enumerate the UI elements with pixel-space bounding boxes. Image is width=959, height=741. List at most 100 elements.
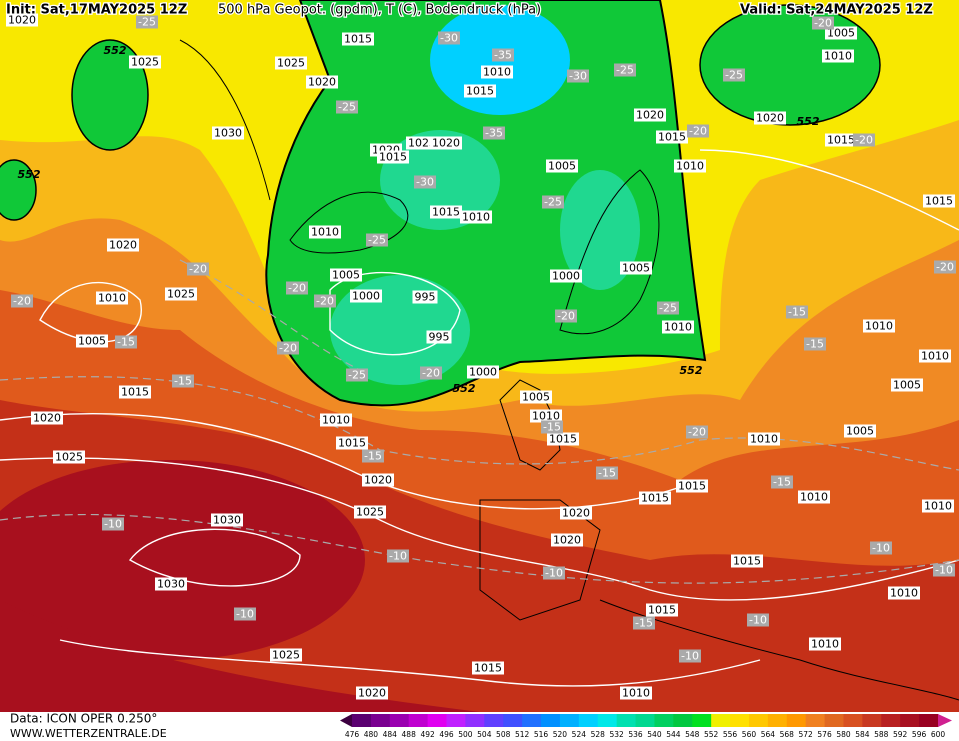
isobar-label: 1020 xyxy=(756,112,784,125)
label-box xyxy=(662,320,694,334)
label-box xyxy=(634,108,666,122)
isobar-label: 1010 xyxy=(924,500,952,513)
isobar-label: 1005 xyxy=(78,335,106,348)
label-box xyxy=(472,661,504,675)
label-box xyxy=(438,31,460,45)
temperature-label: -15 xyxy=(364,450,382,463)
scale-label: 560 xyxy=(742,730,757,739)
website: WWW.WETTERZENTRALE.DE xyxy=(10,727,167,740)
scale-cell xyxy=(522,714,542,727)
label-box xyxy=(687,124,709,138)
scale-cell xyxy=(862,714,882,727)
label-box xyxy=(115,335,137,349)
label-box xyxy=(467,365,499,379)
label-box xyxy=(809,637,841,651)
temperature-label: -10 xyxy=(935,564,953,577)
scale-cell xyxy=(597,714,618,727)
scale-label: 592 xyxy=(893,730,908,739)
isobar-label: 1010 xyxy=(98,292,126,305)
temperature-label: -15 xyxy=(543,421,561,434)
label-box xyxy=(922,499,954,513)
scale-cell xyxy=(919,714,939,727)
label-box xyxy=(483,126,505,140)
label-box xyxy=(863,319,895,333)
label-box xyxy=(812,16,834,30)
label-box xyxy=(460,210,492,224)
isobar-label: 1025 xyxy=(167,288,195,301)
isobar-label: 1015 xyxy=(648,604,676,617)
scale-cell xyxy=(711,714,731,727)
temperature-label: -20 xyxy=(855,134,873,147)
isobar-label: 1010 xyxy=(890,587,918,600)
label-box xyxy=(155,577,187,591)
scale-arrow xyxy=(938,714,952,727)
isobar-label: 1015 xyxy=(338,437,366,450)
map-title: 500 hPa Geopot. (gpdm), T (C), Bodendruc… xyxy=(218,3,541,18)
temperature-label: -10 xyxy=(104,518,122,531)
isobar-label: 1015 xyxy=(379,151,407,164)
height-label: 552 xyxy=(104,44,127,57)
scale-cell xyxy=(408,714,429,727)
scale-label: 520 xyxy=(553,730,568,739)
temperature-label: -20 xyxy=(189,263,207,276)
data-source: Data: ICON OPER 0.250° xyxy=(10,712,157,726)
isobar-label: 1010 xyxy=(800,491,828,504)
isobar-label: 1015 xyxy=(658,131,686,144)
scale-cell xyxy=(427,714,448,727)
label-box xyxy=(136,15,158,29)
label-box xyxy=(771,475,793,489)
isobar-label: 1015 xyxy=(474,662,502,675)
temperature-label: -30 xyxy=(440,32,458,45)
label-box xyxy=(187,262,209,276)
label-box xyxy=(119,385,151,399)
temperature-label: -25 xyxy=(616,64,634,77)
scale-label: 484 xyxy=(383,730,398,739)
scale-label: 500 xyxy=(458,730,473,739)
isobar-label: 1015 xyxy=(466,85,494,98)
label-box xyxy=(492,48,514,62)
label-box xyxy=(731,554,763,568)
scale-label: 584 xyxy=(855,730,870,739)
temperature-label: -15 xyxy=(635,617,653,630)
scale-cell xyxy=(767,714,788,727)
scale-label: 524 xyxy=(572,730,587,739)
label-box xyxy=(412,290,438,304)
temperature-label: -10 xyxy=(545,567,563,580)
scale-label: 532 xyxy=(609,730,624,739)
isobar-label: 1010 xyxy=(532,410,560,423)
label-box xyxy=(481,65,513,79)
label-box xyxy=(620,686,652,700)
label-box xyxy=(11,294,33,308)
isobar-label: 1015 xyxy=(641,492,669,505)
scale-label: 496 xyxy=(439,730,454,739)
scale-cell xyxy=(578,714,599,727)
scale-cell xyxy=(465,714,485,727)
temperature-label: -25 xyxy=(659,302,677,315)
isobar-label: 1030 xyxy=(214,127,242,140)
label-box xyxy=(919,349,951,363)
isobar-label: 1025 xyxy=(272,649,300,662)
scale-label: 564 xyxy=(761,730,776,739)
label-box xyxy=(674,159,706,173)
scale-label: 556 xyxy=(723,730,738,739)
scale-cell xyxy=(389,714,410,727)
height-label: 552 xyxy=(680,364,703,377)
isobar-label: 995 xyxy=(415,291,436,304)
label-box xyxy=(825,133,857,147)
label-box xyxy=(350,289,382,303)
isobar-label: 1020 xyxy=(109,239,137,252)
label-box xyxy=(596,466,618,480)
temperature-label: -20 xyxy=(279,342,297,355)
height-label: 552 xyxy=(797,115,820,128)
scale-cell xyxy=(824,714,844,727)
label-box xyxy=(277,341,299,355)
label-box xyxy=(639,491,671,505)
isobar-label: 1005 xyxy=(827,27,855,40)
isobar-label: 1020 xyxy=(553,534,581,547)
label-box xyxy=(923,194,955,208)
temperature-label: -35 xyxy=(485,127,503,140)
label-box xyxy=(270,648,302,662)
label-box xyxy=(6,13,38,27)
isobar-label: 1005 xyxy=(332,269,360,282)
isobar-label: 1005 xyxy=(548,160,576,173)
